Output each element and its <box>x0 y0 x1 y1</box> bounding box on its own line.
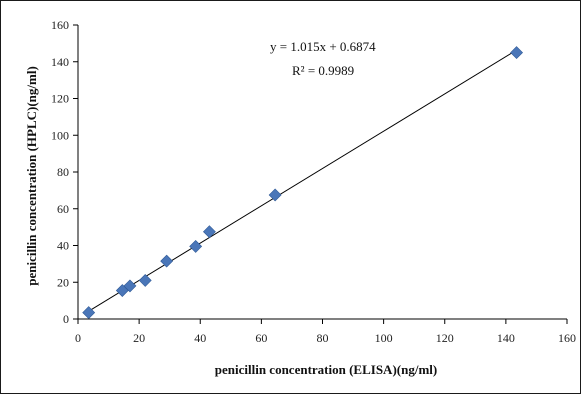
trendline <box>88 49 517 312</box>
y-tick-label: 60 <box>57 202 69 216</box>
data-point <box>160 254 174 268</box>
data-point <box>202 225 216 239</box>
x-tick-label: 140 <box>497 331 515 345</box>
y-tick-label: 140 <box>51 55 69 69</box>
x-tick-label: 80 <box>317 331 329 345</box>
x-axis-ticks: 0 20 40 60 80 100 120 140 160 <box>75 319 576 345</box>
x-tick-label: 60 <box>255 331 267 345</box>
data-point <box>268 188 282 202</box>
x-tick-label: 0 <box>75 331 81 345</box>
trendline-equation: y = 1.015x + 0.6874 <box>270 39 376 54</box>
data-point <box>189 239 203 253</box>
y-axis-ticks: 0 20 40 60 80 100 120 140 160 <box>51 18 78 326</box>
y-tick-label: 100 <box>51 128 69 142</box>
x-axis-title: penicillin concentration (ELISA)(ng/ml) <box>215 362 437 377</box>
data-point <box>138 273 152 287</box>
y-tick-label: 20 <box>57 275 69 289</box>
r-squared-label: R² = 0.9989 <box>292 63 354 78</box>
data-point <box>82 306 96 319</box>
y-tick-label: 120 <box>51 92 69 106</box>
x-tick-label: 40 <box>194 331 206 345</box>
y-tick-label: 0 <box>63 312 69 326</box>
y-tick-label: 80 <box>57 165 69 179</box>
x-tick-label: 20 <box>133 331 145 345</box>
y-tick-label: 160 <box>51 18 69 32</box>
data-point <box>123 279 137 293</box>
x-tick-label: 160 <box>558 331 576 345</box>
y-axis-title: penicillin concentration (HPLC)(ng/ml) <box>24 66 39 286</box>
trendline-layer <box>88 49 517 312</box>
data-points <box>82 46 523 319</box>
x-tick-label: 100 <box>375 331 393 345</box>
x-tick-label: 120 <box>436 331 454 345</box>
data-point <box>510 46 523 59</box>
y-tick-label: 40 <box>57 239 69 253</box>
